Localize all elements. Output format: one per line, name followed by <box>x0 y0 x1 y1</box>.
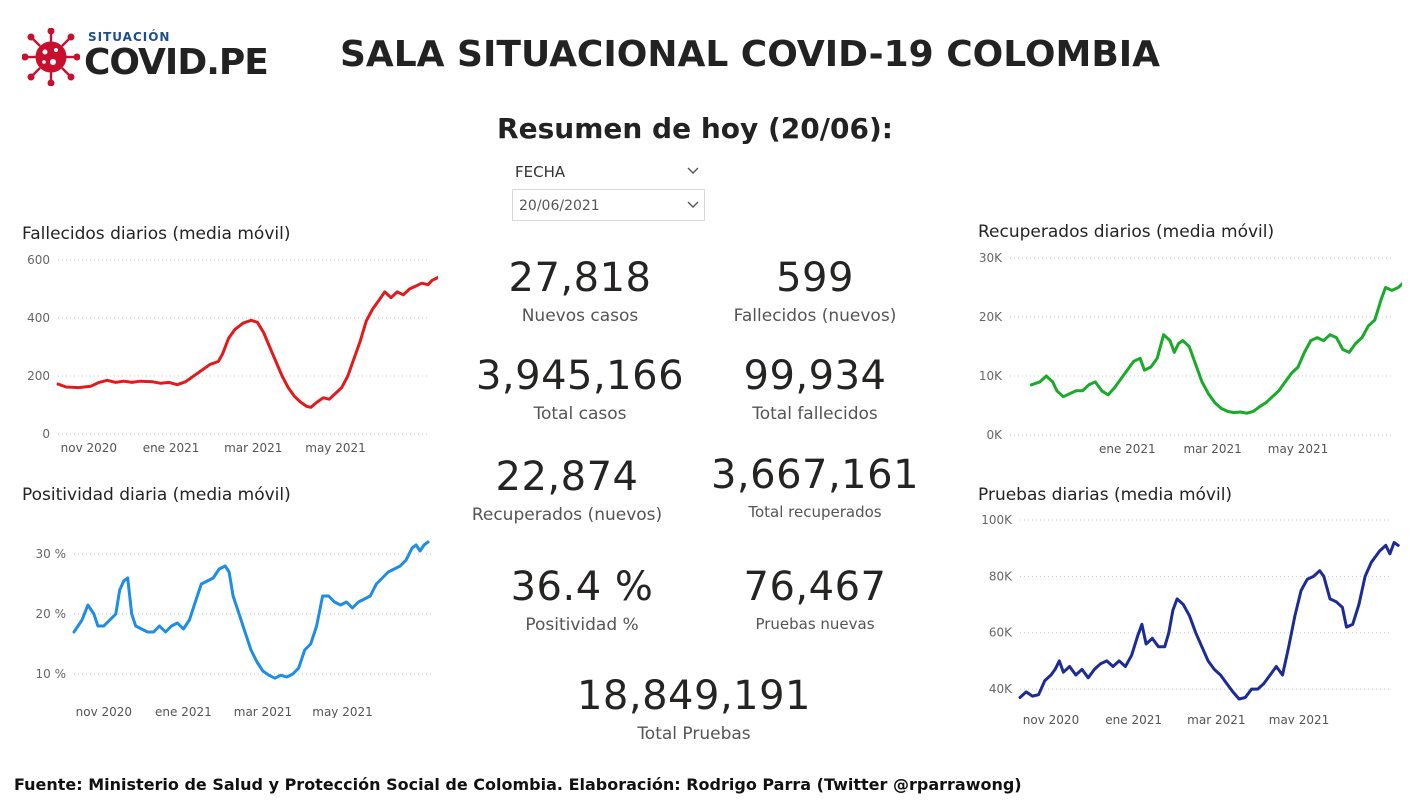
series-line-fallecidos[interactable] <box>56 263 438 409</box>
x-tick-label: may 2021 <box>305 441 366 455</box>
y-tick-label: 200 <box>27 369 50 383</box>
y-tick-label: 30 % <box>36 547 67 561</box>
x-tick-label: mar 2021 <box>1183 442 1241 456</box>
kpi-fallecidos-nuevos: 599 Fallecidos (nuevos) <box>695 256 935 326</box>
chart-fallecidos: 0 200 400 600 nov 2020 ene 2021 mar 2021 may 20… <box>27 253 438 455</box>
y-tick-label: 20K <box>979 310 1003 324</box>
date-dropdown[interactable]: 20/06/2021 <box>512 189 705 221</box>
kpi-label: Total casos <box>533 404 627 424</box>
x-tick-label: ene 2021 <box>143 441 200 455</box>
page-subtitle: Resumen de hoy (20/06): <box>497 112 893 145</box>
kpi-pruebas-nuevas: 76,467 Pruebas nuevas <box>695 565 935 633</box>
date-dropdown-value: 20/06/2021 <box>519 198 600 214</box>
y-tick-label: 40K <box>989 682 1013 696</box>
kpi-total-casos: 3,945,166 Total casos <box>460 354 700 424</box>
x-tick-label: nov 2020 <box>1023 713 1079 724</box>
y-tick-label: 100K <box>981 513 1013 527</box>
kpi-label: Positividad % <box>525 615 639 635</box>
y-tick-label: 10K <box>979 369 1003 383</box>
x-tick-label: mar 2021 <box>224 441 282 455</box>
y-tick-label: 400 <box>27 311 50 325</box>
date-slicer-label: FECHA <box>515 163 566 181</box>
kpi-positividad: 36.4 % Positividad % <box>462 565 702 635</box>
series-line-recuperados[interactable] <box>1029 276 1402 415</box>
chart-recuperados: 0K 10K 20K 30K ene 2021 mar 2021 may 2021 <box>979 251 1402 456</box>
kpi-value: 99,934 <box>743 353 887 399</box>
kpi-total-fallecidos: 99,934 Total fallecidos <box>695 354 935 424</box>
series-line-pruebas[interactable] <box>1018 541 1400 701</box>
logo-top-text: SITUACIÓN <box>88 30 171 44</box>
chart-title-recuperados: Recuperados diarios (media móvil) <box>978 222 1275 242</box>
kpi-value: 36.4 % <box>510 564 654 610</box>
chart-pruebas: 40K 60K 80K 100K nov 2020 ene 2021 mar 2021 may… <box>981 513 1400 724</box>
kpi-value: 18,849,191 <box>576 673 812 719</box>
x-tick-label: may 2021 <box>1269 713 1330 724</box>
source-footer: Fuente: Ministerio de Salud y Protección… <box>14 775 1022 794</box>
kpi-label: Total fallecidos <box>752 404 878 424</box>
kpi-label: Fallecidos (nuevos) <box>733 306 897 326</box>
kpi-value: 27,818 <box>508 255 652 301</box>
kpi-total-pruebas: 18,849,191 Total Pruebas <box>574 674 814 744</box>
virus-icon <box>22 28 80 86</box>
x-tick-label: ene 2021 <box>1099 442 1156 456</box>
x-tick-label: ene 2021 <box>155 705 212 718</box>
chart-title-fallecidos: Fallecidos diarios (media móvil) <box>22 224 291 244</box>
y-tick-label: 30K <box>979 251 1003 265</box>
kpi-label: Total recuperados <box>748 503 882 521</box>
y-tick-label: 600 <box>27 253 50 267</box>
date-slicer-header[interactable]: FECHA <box>514 160 704 184</box>
x-tick-label: nov 2020 <box>61 441 117 455</box>
covid-pe-logo: SITUACIÓN COVID.PE <box>22 22 269 92</box>
x-tick-label: nov 2020 <box>76 705 132 718</box>
kpi-value: 76,467 <box>743 564 887 610</box>
kpi-value: 3,945,166 <box>475 353 685 399</box>
kpi-value: 22,874 <box>495 454 639 500</box>
y-tick-label: 20 % <box>36 607 67 621</box>
kpi-label: Nuevos casos <box>521 306 639 326</box>
chart-title-positividad: Positividad diaria (media móvil) <box>22 485 291 505</box>
series-line-positividad[interactable] <box>72 540 430 680</box>
y-tick-label: 60K <box>989 626 1013 640</box>
x-tick-label: may 2021 <box>312 705 373 718</box>
kpi-value: 3,667,161 <box>710 452 920 498</box>
y-tick-label: 0 <box>42 427 50 441</box>
page-title: SALA SITUACIONAL COVID-19 COLOMBIA <box>339 34 1161 75</box>
chevron-down-icon[interactable] <box>686 164 700 178</box>
kpi-label: Recuperados (nuevos) <box>471 505 663 525</box>
chevron-down-icon[interactable] <box>686 198 700 212</box>
chart-positividad: 10 % 20 % 30 % nov 2020 ene 2021 mar 2021 may … <box>36 540 432 718</box>
x-tick-label: mar 2021 <box>1187 713 1245 724</box>
kpi-total-recuperados: 3,667,161 Total recuperados <box>695 453 935 521</box>
kpi-recuperados-nuevos: 22,874 Recuperados (nuevos) <box>447 455 687 525</box>
kpi-value: 599 <box>776 255 854 301</box>
kpi-label: Total Pruebas <box>637 724 751 744</box>
y-tick-label: 0K <box>986 428 1003 442</box>
kpi-label: Pruebas nuevas <box>755 615 875 633</box>
x-tick-label: ene 2021 <box>1105 713 1162 724</box>
y-tick-label: 10 % <box>36 667 67 681</box>
x-tick-label: may 2021 <box>1268 442 1329 456</box>
kpi-nuevos-casos: 27,818 Nuevos casos <box>460 256 700 326</box>
logo-main-text: COVID.PE <box>84 42 269 83</box>
chart-title-pruebas: Pruebas diarias (media móvil) <box>978 485 1233 505</box>
y-tick-label: 80K <box>989 569 1013 583</box>
x-tick-label: mar 2021 <box>234 705 292 718</box>
